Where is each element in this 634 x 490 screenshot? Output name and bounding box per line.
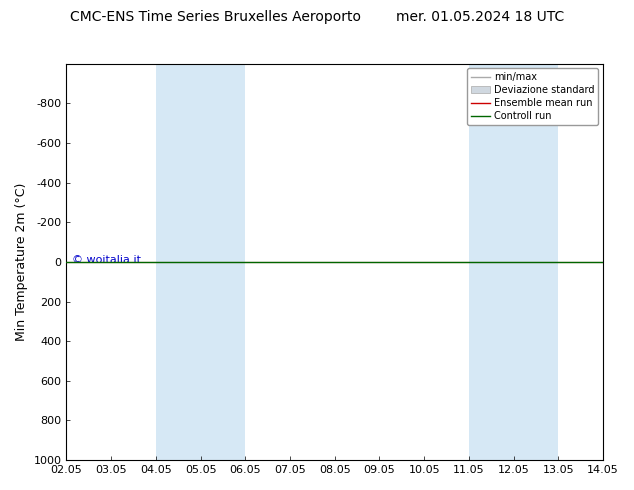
Bar bbox=[469, 64, 514, 460]
Bar bbox=[514, 64, 559, 460]
Bar bbox=[200, 64, 245, 460]
Y-axis label: Min Temperature 2m (°C): Min Temperature 2m (°C) bbox=[15, 183, 28, 341]
Text: CMC-ENS Time Series Bruxelles Aeroporto        mer. 01.05.2024 18 UTC: CMC-ENS Time Series Bruxelles Aeroporto … bbox=[70, 10, 564, 24]
Legend: min/max, Deviazione standard, Ensemble mean run, Controll run: min/max, Deviazione standard, Ensemble m… bbox=[467, 69, 598, 125]
Text: © woitalia.it: © woitalia.it bbox=[72, 255, 141, 265]
Bar bbox=[156, 64, 200, 460]
